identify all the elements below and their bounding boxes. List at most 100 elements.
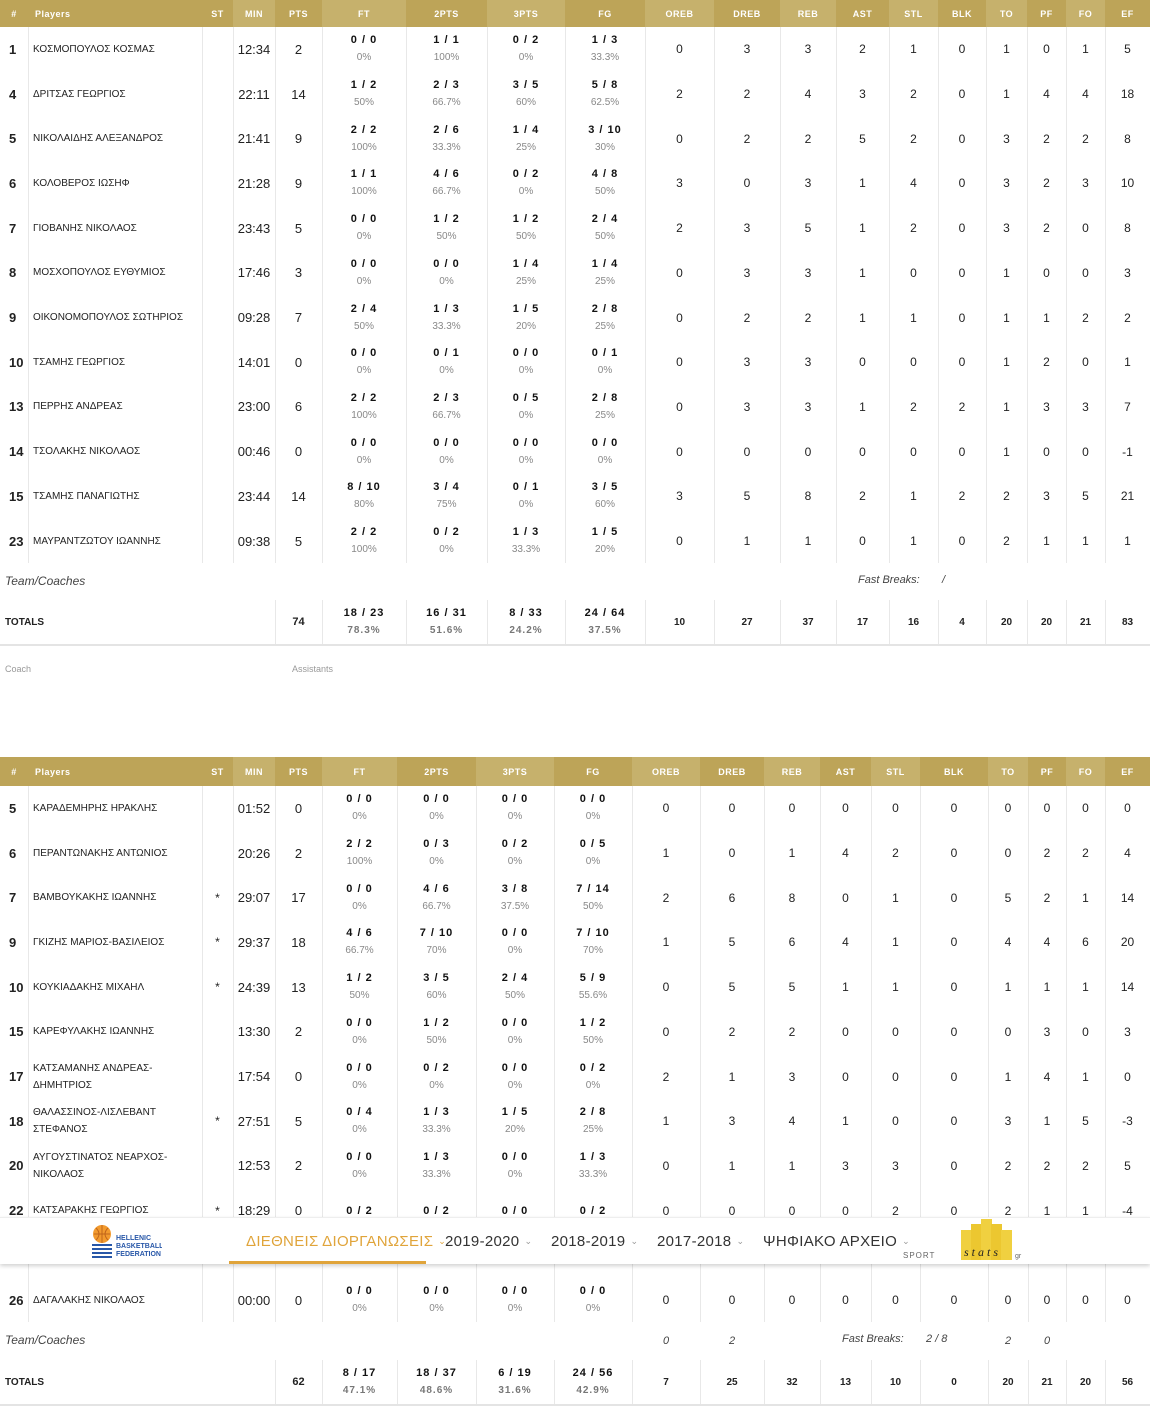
header-st[interactable]: ST bbox=[202, 0, 233, 27]
percentage: 0% bbox=[356, 275, 372, 287]
player-name[interactable]: ΔΡΙΤΣΑΣ ΓΕΩΡΓΙΟΣ bbox=[28, 72, 202, 117]
header-ast[interactable]: AST bbox=[836, 0, 889, 27]
player-name[interactable]: ΠΕΡΑΝΤΩΝΑΚΗΣ ΑΝΤΩΝΙΟΣ bbox=[28, 831, 202, 876]
player-name[interactable]: ΚΑΤΣΑΡΑΚΗΣ ΓΕΩΡΓΙΟΣ bbox=[28, 1188, 202, 1233]
ef: 0 bbox=[1124, 1293, 1131, 1308]
three-pointers: 0 / 0 0% bbox=[476, 786, 554, 831]
nav-item-digital-archive[interactable]: ΨΗΦΙΑΚΟ ΑΡΧΕΙΟ ⌄ bbox=[763, 1218, 910, 1264]
header-st[interactable]: ST bbox=[202, 757, 233, 786]
header-fo[interactable]: FO bbox=[1066, 0, 1105, 27]
header-oreb[interactable]: OREB bbox=[645, 0, 714, 27]
header-dreb[interactable]: DREB bbox=[714, 0, 780, 27]
starter-marker bbox=[202, 1144, 233, 1189]
header-to[interactable]: TO bbox=[986, 0, 1027, 27]
header-fg[interactable]: FG bbox=[565, 0, 645, 27]
player-name[interactable]: ΚΟΣΜΟΠΟΥΛΟΣ ΚΟΣΜΑΣ bbox=[28, 27, 202, 72]
player-name[interactable]: ΟΙΚΟΝΟΜΟΠΟΥΛΟΣ ΣΩΤΗΡΙΟΣ bbox=[28, 295, 202, 340]
header-dreb[interactable]: DREB bbox=[700, 757, 764, 786]
player-name[interactable]: ΚΑΡΑΔΕΜΗΡΗΣ ΗΡΑΚΛΗΣ bbox=[28, 786, 202, 831]
to: 3 bbox=[1003, 221, 1010, 236]
header-players[interactable]: Players bbox=[28, 0, 202, 27]
header-min[interactable]: MIN bbox=[233, 757, 275, 786]
player-name[interactable]: ΚΟΥΚΙΑΔΑΚΗΣ ΜΙΧΑΗΛ bbox=[28, 965, 202, 1010]
player-name[interactable]: ΚΟΛΟΒΕΡΟΣ ΙΩΣΗΦ bbox=[28, 161, 202, 206]
oreb: 1 bbox=[662, 846, 670, 861]
header-stl[interactable]: STL bbox=[871, 757, 920, 786]
column-divider bbox=[1105, 1360, 1106, 1405]
player-name[interactable]: ΚΑΤΣΑΜΑΝΗΣ ΑΝΔΡΕΑΣ-ΔΗΜΗΤΡΙΟΣ bbox=[28, 1054, 202, 1099]
dreb: 3 bbox=[743, 221, 751, 236]
ef: -3 bbox=[1122, 1114, 1133, 1129]
minutes: 20:26 bbox=[237, 845, 271, 861]
header-blk[interactable]: BLK bbox=[938, 0, 986, 27]
nav-item-2019-2020[interactable]: 2019-2020 ⌄ bbox=[445, 1218, 532, 1264]
player-name[interactable]: ΤΣΟΛΑΚΗΣ ΝΙΚΟΛΑΟΣ bbox=[28, 429, 202, 474]
made-attempted: 0 / 1 bbox=[591, 347, 619, 360]
header-ft[interactable]: FT bbox=[322, 0, 406, 27]
header-reb[interactable]: REB bbox=[764, 757, 820, 786]
sportstats-logo[interactable]: SPORT stats gr bbox=[903, 1218, 1038, 1264]
header-pf[interactable]: PF bbox=[1027, 0, 1066, 27]
column-divider bbox=[406, 27, 407, 564]
header-pf[interactable]: PF bbox=[1028, 757, 1066, 786]
hbf-logo[interactable]: HELLENIC BASKETBALL FEDERATION bbox=[90, 1223, 164, 1259]
percentage: 0% bbox=[518, 365, 534, 377]
player-name[interactable]: ΤΣΑΜΗΣ ΓΕΩΡΓΙΟΣ bbox=[28, 340, 202, 385]
nav-item-2018-2019[interactable]: 2018-2019 ⌄ bbox=[551, 1218, 638, 1264]
player-name[interactable]: ΔΑΓΑΛΑΚΗΣ ΝΙΚΟΛΑΟΣ bbox=[28, 1278, 202, 1323]
header-fg[interactable]: FG bbox=[554, 757, 632, 786]
player-name[interactable]: ΜΟΣΧΟΠΟΥΛΟΣ ΕΥΘΥΜΙΟΣ bbox=[28, 251, 202, 296]
header-3pts[interactable]: 3PTS bbox=[476, 757, 554, 786]
header-3pts[interactable]: 3PTS bbox=[487, 0, 565, 27]
made-attempted: 0 / 5 bbox=[512, 391, 540, 404]
player-name[interactable]: ΘΑΛΑΣΣΙΝΟΣ-ΛΙΣΛΕΒΑΝΤ ΣΤΕΦΑΝΟΣ bbox=[28, 1099, 202, 1144]
percentage: 0% bbox=[507, 1079, 523, 1091]
header-number[interactable]: # bbox=[0, 757, 28, 786]
header-pts[interactable]: PTS bbox=[275, 757, 322, 786]
nav-item-2017-2018[interactable]: 2017-2018 ⌄ bbox=[657, 1218, 744, 1264]
header-2pts[interactable]: 2PTS bbox=[397, 757, 476, 786]
player-name[interactable]: ΓΙΟΒΑΝΗΣ ΝΙΚΟΛΑΟΣ bbox=[28, 206, 202, 251]
player-name[interactable]: ΜΑΥΡΑΝΤΖΩΤΟΥ ΙΩΑΝΝΗΣ bbox=[28, 519, 202, 564]
to: 2 bbox=[1003, 489, 1010, 504]
pf: 2 bbox=[1043, 846, 1051, 861]
minutes: 24:39 bbox=[237, 979, 271, 995]
header-stl[interactable]: STL bbox=[889, 0, 938, 27]
pf: 1 bbox=[1043, 1114, 1051, 1129]
percentage: 25% bbox=[594, 275, 615, 287]
header-players[interactable]: Players bbox=[28, 757, 202, 786]
header-ft[interactable]: FT bbox=[322, 757, 397, 786]
made-attempted: 0 / 0 bbox=[346, 1150, 373, 1163]
player-name[interactable]: ΓΚΙΖΗΣ ΜΑΡΙΟΣ-ΒΑΣΙΛΕΙΟΣ bbox=[28, 920, 202, 965]
dreb: 3 bbox=[743, 42, 751, 57]
player-name[interactable]: ΑΥΓΟΥΣΤΙΝΑΤΟΣ ΝΕΑΡΧΟΣ-ΝΙΚΟΛΑΟΣ bbox=[28, 1144, 202, 1189]
minutes: 21:28 bbox=[237, 175, 271, 191]
blk: 0 bbox=[958, 131, 966, 146]
two-pointers: 0 / 2 0% bbox=[406, 519, 487, 564]
header-pts[interactable]: PTS bbox=[275, 0, 322, 27]
to: 1 bbox=[1004, 980, 1012, 995]
player-name[interactable]: ΒΑΜΒΟΥΚΑΚΗΣ ΙΩΑΝΝΗΣ bbox=[28, 875, 202, 920]
header-number[interactable]: # bbox=[0, 0, 28, 27]
oreb: 3 bbox=[676, 176, 683, 191]
header-fo[interactable]: FO bbox=[1066, 757, 1105, 786]
header-ast[interactable]: AST bbox=[820, 757, 871, 786]
column-divider bbox=[1105, 600, 1106, 645]
header-oreb[interactable]: OREB bbox=[632, 757, 700, 786]
minutes: 01:52 bbox=[237, 800, 271, 816]
header-reb[interactable]: REB bbox=[780, 0, 836, 27]
header-to[interactable]: TO bbox=[988, 757, 1028, 786]
player-name[interactable]: ΚΑΡΕΦΥΛΑΚΗΣ ΙΩΑΝΝΗΣ bbox=[28, 1010, 202, 1055]
header-2pts[interactable]: 2PTS bbox=[406, 0, 487, 27]
header-ef[interactable]: EF bbox=[1105, 757, 1150, 786]
dreb: 6 bbox=[728, 890, 736, 905]
player-name[interactable]: ΠΕΡΡΗΣ ΑΝΔΡΕΑΣ bbox=[28, 385, 202, 430]
nav-item-international[interactable]: ΔΙΕΘΝΕΙΣ ΔΙΟΡΓΑΝΩΣΕΙΣ ⌄ bbox=[246, 1218, 446, 1264]
header-ef[interactable]: EF bbox=[1105, 0, 1150, 27]
header-min[interactable]: MIN bbox=[233, 0, 275, 27]
minutes: 17:46 bbox=[237, 265, 271, 281]
column-divider bbox=[938, 27, 939, 564]
header-blk[interactable]: BLK bbox=[920, 757, 988, 786]
player-name[interactable]: ΤΣΑΜΗΣ ΠΑΝΑΓΙΩΤΗΣ bbox=[28, 474, 202, 519]
player-name[interactable]: ΝΙΚΟΛΑΙΔΗΣ ΑΛΕΞΑΝΔΡΟΣ bbox=[28, 116, 202, 161]
